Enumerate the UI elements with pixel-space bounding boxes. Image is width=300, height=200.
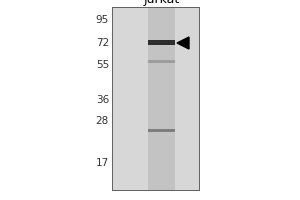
Text: 36: 36	[96, 95, 109, 105]
Text: Jurkat: Jurkat	[143, 0, 180, 6]
Text: 72: 72	[96, 38, 109, 48]
Text: 55: 55	[96, 60, 109, 70]
Polygon shape	[177, 37, 189, 49]
Text: 17: 17	[96, 158, 109, 168]
Text: 95: 95	[96, 15, 109, 25]
Text: 28: 28	[96, 116, 109, 126]
